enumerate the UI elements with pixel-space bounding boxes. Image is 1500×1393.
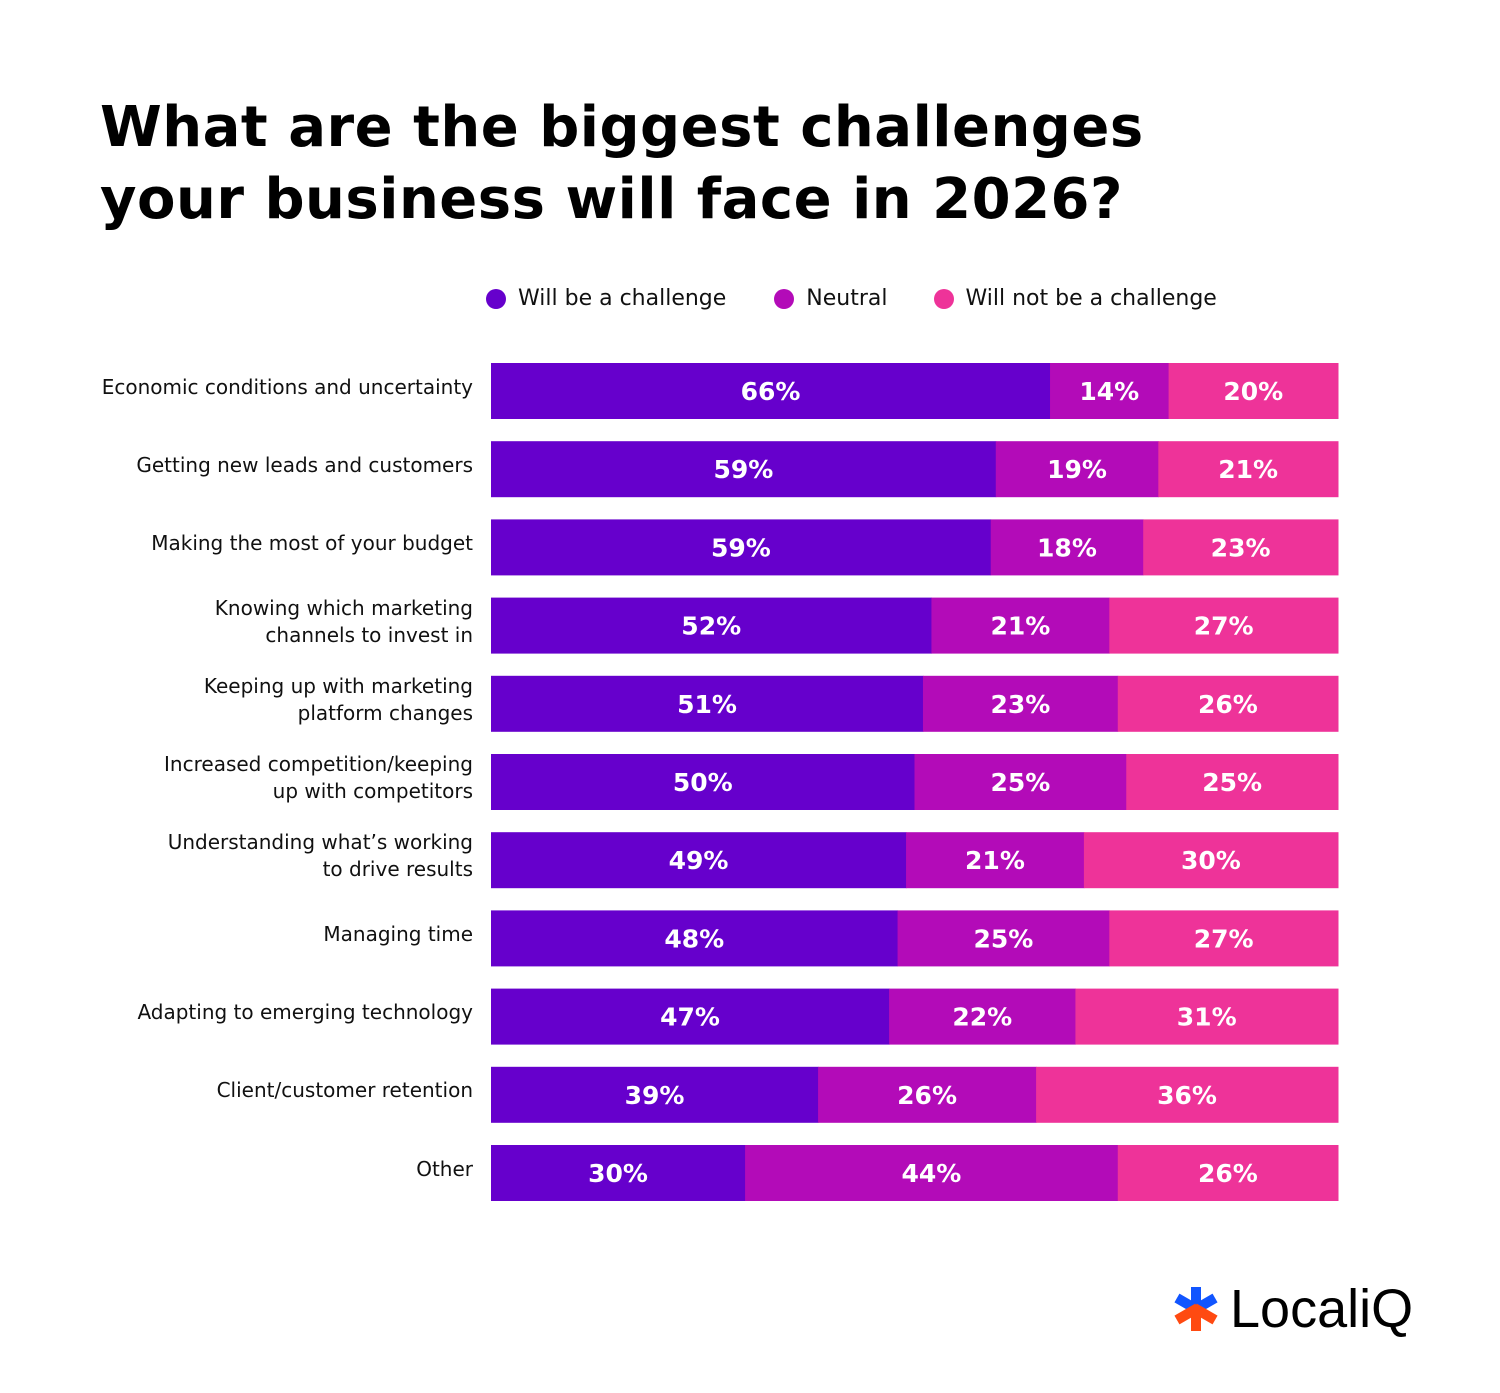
bar-segment — [906, 832, 1085, 889]
localiq-asterisk-icon — [1174, 1287, 1218, 1331]
data-label: 39% — [625, 1081, 685, 1110]
localiq-logo: LocaliQ — [1172, 1278, 1413, 1340]
bar-segment — [1075, 988, 1339, 1045]
bar-segment — [995, 441, 1159, 498]
legend-item: Neutral — [774, 286, 888, 311]
bar-segment — [491, 363, 1051, 419]
category-label: Other — [416, 1156, 473, 1181]
data-label: 19% — [1047, 455, 1107, 484]
data-label: 21% — [965, 846, 1025, 875]
data-label: 49% — [669, 846, 729, 875]
data-label: 66% — [741, 377, 801, 406]
bar-segment — [1117, 1145, 1339, 1201]
category-label: Keeping up with marketing platform chang… — [203, 673, 473, 725]
bar-segment — [931, 597, 1110, 654]
asterisk-arm — [1174, 1303, 1201, 1325]
data-label: 48% — [664, 924, 724, 953]
data-label: 44% — [902, 1159, 962, 1188]
data-label: 26% — [897, 1081, 957, 1110]
category-label: Understanding what’s working to drive re… — [167, 830, 473, 882]
legend-item: Will be a challenge — [486, 286, 726, 311]
bar-segment — [818, 1066, 1037, 1123]
data-label: 59% — [711, 533, 771, 562]
legend-label: Neutral — [806, 286, 888, 311]
data-label: 25% — [1202, 768, 1262, 797]
asterisk-arm — [1191, 1307, 1201, 1331]
legend-label: Will be a challenge — [518, 286, 727, 311]
data-label: 59% — [713, 455, 773, 484]
data-label: 14% — [1079, 377, 1139, 406]
data-label: 25% — [990, 768, 1050, 797]
bar-segment — [745, 1145, 1119, 1201]
data-label: 26% — [1198, 690, 1258, 719]
bar-segment — [491, 1145, 746, 1201]
data-label: 27% — [1194, 924, 1254, 953]
bar-segment — [889, 988, 1076, 1045]
legend: Will be a challenge Neutral Will not be a … — [486, 286, 1265, 311]
legend-swatch — [933, 288, 954, 309]
data-label: 30% — [588, 1159, 648, 1188]
legend-swatch — [774, 288, 795, 309]
bar-segment — [491, 910, 899, 967]
bar-segment — [1143, 519, 1339, 576]
data-label: 36% — [1157, 1081, 1217, 1110]
bar-segment — [491, 754, 915, 810]
bar-segment — [491, 597, 932, 654]
legend-item: Will not be a challenge — [933, 286, 1217, 311]
bar-segment — [1109, 597, 1339, 654]
category-label: Getting new leads and customers — [136, 452, 473, 477]
bar-segment — [1126, 754, 1339, 810]
data-label: 25% — [974, 924, 1034, 953]
bar-segment — [897, 910, 1110, 967]
bar-segment — [1158, 441, 1339, 498]
category-label: Knowing which marketing channels to inve… — [214, 595, 473, 647]
asterisk-arm — [1191, 1287, 1201, 1311]
logo-text: LocaliQ — [1230, 1279, 1414, 1339]
data-label: 23% — [990, 690, 1050, 719]
bar-segment — [1083, 832, 1339, 889]
bar-segment — [491, 675, 924, 732]
bar-segment — [922, 675, 1119, 732]
data-label: 23% — [1211, 533, 1271, 562]
bar-segment — [491, 1066, 819, 1123]
bar-segment — [1050, 363, 1170, 419]
data-label: 47% — [660, 1003, 720, 1032]
category-label: Making the most of your budget — [151, 530, 473, 555]
bar-segment — [491, 519, 992, 576]
data-label: 27% — [1194, 612, 1254, 641]
legend-swatch — [486, 288, 506, 309]
bar-segment — [1109, 910, 1339, 967]
bar-segment — [914, 754, 1127, 810]
legend-label: Will not be a challenge — [965, 286, 1217, 311]
data-label: 51% — [677, 690, 737, 719]
data-label: 18% — [1037, 533, 1097, 562]
category-label: Increased competition/keeping up with co… — [164, 752, 473, 803]
category-label: Managing time — [323, 921, 473, 946]
data-label: 52% — [681, 612, 741, 641]
bar-segment — [1168, 363, 1339, 419]
data-label: 21% — [1218, 455, 1278, 484]
data-label: 50% — [673, 768, 733, 797]
bar-segment — [491, 832, 907, 889]
bar-segment — [491, 988, 890, 1045]
data-label: 21% — [990, 612, 1050, 641]
category-label: Adapting to emerging technology — [137, 1000, 473, 1025]
data-label: 30% — [1181, 846, 1241, 875]
data-label: 31% — [1177, 1003, 1237, 1032]
category-label: Client/customer retention — [216, 1078, 473, 1103]
data-label: 22% — [952, 1003, 1012, 1032]
bar-segment — [1117, 675, 1339, 732]
data-label: 20% — [1223, 377, 1283, 406]
category-label: Economic conditions and uncertainty — [101, 374, 473, 399]
chart-title: What are the biggest challenges your bus… — [100, 95, 1144, 232]
data-label: 26% — [1198, 1159, 1258, 1188]
bar-segment — [1036, 1066, 1339, 1123]
bar-segment — [491, 441, 997, 498]
bar-segment — [990, 519, 1144, 576]
